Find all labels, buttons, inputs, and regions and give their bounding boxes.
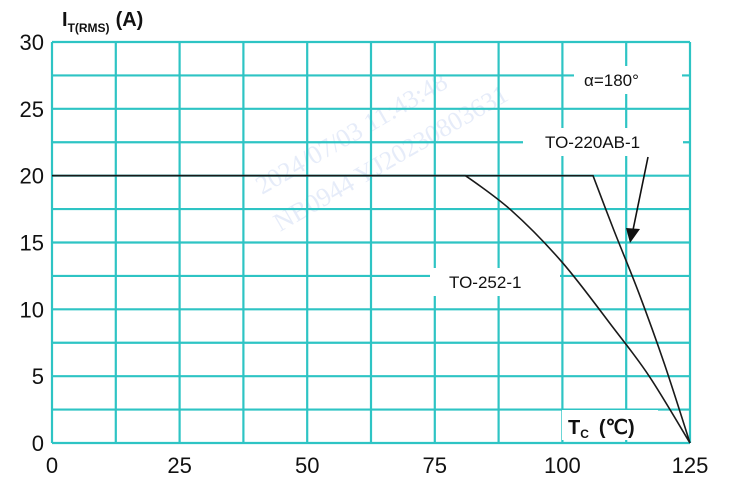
x-tick-label: 75	[423, 453, 447, 478]
y-axis-label: IT(RMS) (A)	[62, 9, 143, 35]
x-axis-label-background	[562, 410, 658, 440]
x-tick-label: 0	[46, 453, 58, 478]
x-tick-labels: 0 25 50 75 100 125	[46, 453, 708, 478]
to252-label: TO-252-1	[449, 273, 521, 292]
plot-grid	[50, 40, 692, 445]
to220-label-background	[523, 128, 683, 156]
series-line-to220	[52, 174, 691, 444]
y-tick-label: 15	[20, 231, 44, 256]
y-tick-label: 20	[20, 164, 44, 189]
x-tick-label: 125	[672, 453, 709, 478]
x-tick-label: 25	[167, 453, 191, 478]
to220-label: TO-220AB-1	[545, 133, 640, 152]
angle-label-background	[574, 66, 682, 94]
y-tick-label: 25	[20, 97, 44, 122]
x-axis-label: TC (℃)	[568, 417, 635, 441]
watermark: 2024/07/03 11:43:48 NB0944 YJ20230803631	[251, 67, 513, 237]
series-line-to252	[52, 174, 691, 444]
y-tick-label: 5	[32, 364, 44, 389]
y-tick-label: 0	[32, 431, 44, 456]
x-tick-label: 50	[295, 453, 319, 478]
to220-arrow	[626, 156, 649, 243]
y-tick-label: 10	[20, 297, 44, 322]
series-lines	[52, 174, 691, 444]
to252-label-background	[430, 268, 560, 296]
angle-label: α=180°	[584, 71, 639, 90]
x-tick-label: 100	[544, 453, 581, 478]
y-tick-label: 30	[20, 30, 44, 55]
y-tick-labels: 0 5 10 15 20 25 30	[20, 30, 44, 456]
